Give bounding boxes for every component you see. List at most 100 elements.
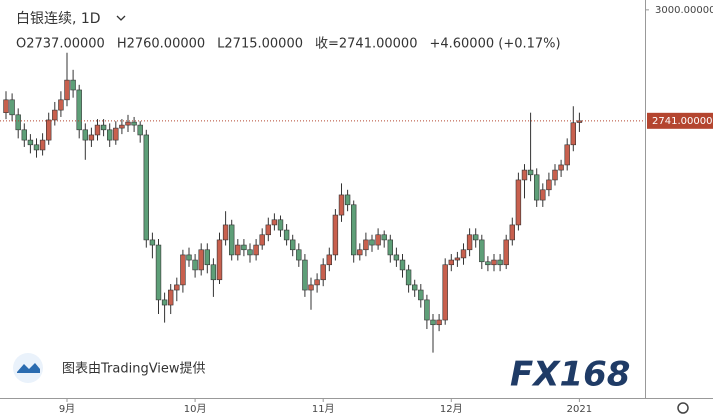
candle-body <box>204 249 210 266</box>
candle-body <box>296 249 302 261</box>
candle-body <box>289 239 296 251</box>
candle-body <box>88 134 95 141</box>
candle-body <box>509 224 515 241</box>
candle-body <box>198 249 204 271</box>
candle-body <box>210 264 217 281</box>
ohlc-value: +4.60000 (+0.17%) <box>429 37 560 52</box>
candle-body <box>393 254 400 261</box>
last-price-box <box>647 112 713 129</box>
candle-body <box>100 124 107 131</box>
candle-body <box>155 244 162 301</box>
logo: FX168 <box>510 355 630 395</box>
candle-body <box>424 299 430 321</box>
candle-body <box>113 127 119 141</box>
candle-body <box>94 124 101 136</box>
candle-body <box>497 259 503 266</box>
candle-body <box>521 169 528 181</box>
candle-body <box>64 79 70 101</box>
candle-body <box>180 254 186 286</box>
x-tick-label: 11月 <box>312 403 335 415</box>
ohlc-value: H2760.00000 <box>117 37 205 52</box>
candle-body <box>527 169 534 176</box>
candle-body <box>107 129 113 141</box>
candle-body <box>308 284 314 291</box>
y-tick-label: 3000.00000 <box>655 5 713 16</box>
candle-body <box>399 259 406 271</box>
candle-body <box>241 244 247 251</box>
plot <box>3 52 583 353</box>
candle-body <box>387 239 393 256</box>
candle-body <box>216 239 223 281</box>
candle-body <box>21 129 27 141</box>
candle-body <box>381 234 387 241</box>
x-tick-label: 2021 <box>567 404 592 415</box>
candle-body <box>357 249 363 256</box>
candle-body <box>168 289 174 306</box>
candle-body <box>472 234 479 241</box>
candle-body <box>76 89 82 131</box>
ohlc-value: O2737.00000 <box>16 37 105 52</box>
candle-body <box>125 121 131 126</box>
watermark: 图表由TradingView提供 <box>62 361 206 377</box>
settings-icon[interactable] <box>677 402 689 414</box>
candle-body <box>82 129 89 141</box>
candle-body <box>265 224 271 236</box>
candle-body <box>479 239 485 263</box>
candle-body <box>515 179 522 226</box>
candle-body <box>247 249 253 256</box>
candle-body <box>137 124 143 136</box>
candle-body <box>448 259 454 266</box>
ohlc-value: L2715.00000 <box>217 37 303 52</box>
candle-body <box>375 234 381 246</box>
candle-body <box>33 144 40 151</box>
candle-body <box>253 244 259 256</box>
candle-body <box>235 244 241 256</box>
x-tick-label: 12月 <box>440 403 463 415</box>
candle-body <box>149 239 156 246</box>
candle-body <box>39 139 46 151</box>
ohlc-value: 收=2741.00000 <box>315 37 417 52</box>
candle-body <box>15 114 21 131</box>
candle-body <box>363 239 369 251</box>
last-price-label: 2741.00000 <box>652 116 712 127</box>
candle-body <box>442 264 448 321</box>
candle-body <box>350 204 357 256</box>
candle-body <box>174 284 180 291</box>
candle-body <box>570 122 577 146</box>
candle-body <box>485 261 491 266</box>
candle-body <box>283 229 290 241</box>
candle-body <box>229 224 235 256</box>
candle-body <box>9 99 15 116</box>
candle-body <box>192 259 198 271</box>
x-tick-label: 9月 <box>59 403 75 415</box>
candle-body <box>58 99 64 111</box>
candle-body <box>540 189 546 201</box>
candle-body <box>552 169 558 181</box>
candle-body <box>52 109 58 121</box>
candle-body <box>436 319 442 326</box>
candle-body <box>466 234 473 251</box>
candle-body <box>326 254 332 266</box>
candle-body <box>320 264 326 281</box>
x-tick-label: 10月 <box>184 403 207 415</box>
candle-body <box>277 219 284 231</box>
tv-icon-shape <box>17 363 40 373</box>
candle-body <box>369 239 375 246</box>
candle-body <box>564 144 570 166</box>
candle-body <box>418 289 424 301</box>
candle-body <box>70 79 76 91</box>
candle-body <box>302 259 308 291</box>
candle-body <box>27 139 34 146</box>
candle-body <box>222 224 229 241</box>
candle-body <box>344 194 351 206</box>
candle-body <box>271 219 278 226</box>
candle-body <box>131 121 137 126</box>
candle-body <box>454 257 461 261</box>
candle-body <box>338 194 345 216</box>
dropdown-arrow[interactable] <box>116 15 126 21</box>
candle-body <box>430 319 436 326</box>
candle-body <box>332 214 339 256</box>
candle-body <box>460 249 467 259</box>
